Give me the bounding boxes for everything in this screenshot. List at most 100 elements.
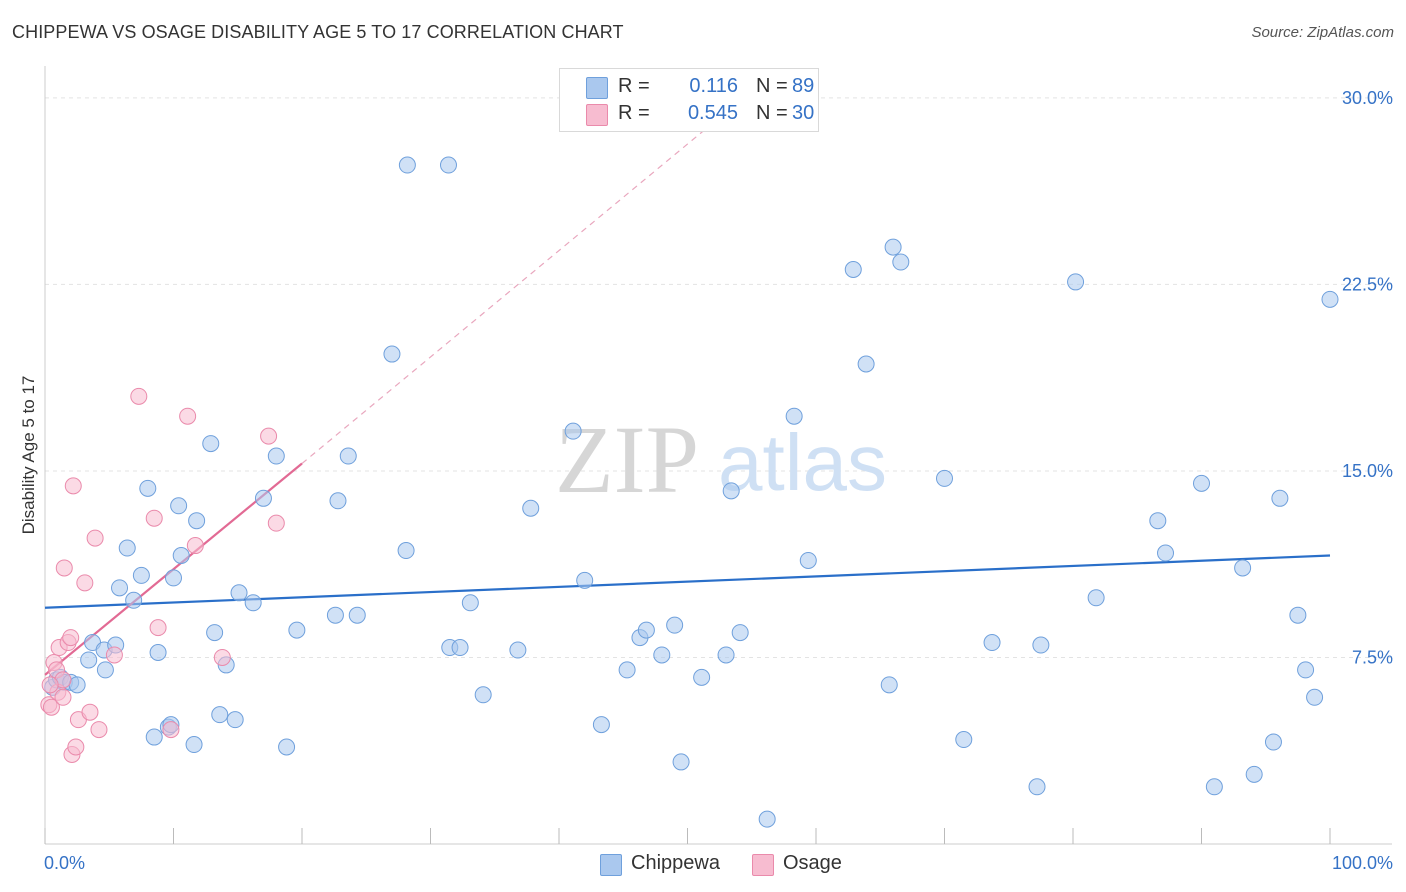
chippewa-point	[80, 651, 98, 669]
osage-point	[179, 407, 197, 425]
osage-trend-extension	[301, 122, 714, 464]
chippewa-point	[564, 422, 582, 440]
chippewa-point	[149, 644, 167, 661]
osage-point	[76, 574, 94, 592]
chippewa-point	[576, 571, 594, 589]
n-value: 89	[792, 75, 815, 97]
source-credit: Source: ZipAtlas.com	[1251, 24, 1394, 41]
chippewa-point	[278, 738, 296, 756]
chippewa-point	[1234, 559, 1252, 577]
chippewa-point	[592, 716, 610, 734]
chippewa-point	[132, 566, 150, 584]
chippewa-point	[1321, 290, 1339, 308]
y-tick-label: 15.0%	[1342, 461, 1393, 481]
chippewa-point	[254, 489, 272, 507]
chippewa-point	[880, 676, 898, 694]
osage-point	[42, 698, 60, 716]
chippewa-point	[1289, 606, 1307, 624]
r-label: R =	[618, 75, 650, 97]
chippewa-point	[1157, 544, 1175, 562]
osage-point	[130, 387, 148, 405]
chippewa-point	[1271, 489, 1289, 507]
chippewa-swatch	[600, 854, 622, 876]
chippewa-point	[172, 547, 190, 565]
chippewa-point	[439, 156, 457, 174]
osage-point	[213, 648, 231, 666]
chippewa-point	[125, 591, 143, 609]
chippewa-point	[348, 606, 366, 624]
osage-point	[64, 477, 82, 495]
chippewa-point	[722, 482, 740, 500]
chippewa-point	[326, 606, 344, 624]
chippewa-point	[339, 447, 357, 465]
chippewa-point	[857, 355, 875, 373]
chippewa-point	[799, 551, 817, 569]
chippewa-point	[165, 569, 182, 587]
chippewa-point	[936, 469, 953, 487]
chippewa-point	[522, 499, 540, 517]
chippewa-point	[96, 661, 114, 679]
chippewa-point	[202, 435, 220, 453]
data-points	[40, 156, 1339, 828]
osage-point	[41, 676, 59, 694]
chippewa-point	[1032, 636, 1050, 654]
chippewa-point	[1028, 778, 1046, 796]
chippewa-point	[731, 624, 749, 642]
chippewa-point	[758, 810, 776, 828]
chippewa-point	[111, 579, 129, 597]
chippewa-point	[329, 492, 347, 510]
chippewa-point	[188, 512, 206, 530]
osage-point	[149, 619, 167, 637]
chippewa-swatch	[586, 77, 608, 99]
osage-point	[62, 629, 80, 647]
chippewa-point	[267, 447, 285, 465]
n-label: N =	[756, 75, 788, 97]
n-label: N =	[756, 102, 788, 124]
chippewa-point	[717, 646, 735, 664]
r-value: 0.545	[687, 102, 738, 124]
osage-point	[162, 721, 180, 739]
chippewa-point	[1264, 733, 1282, 751]
chippewa-point	[693, 668, 711, 686]
series-legend: Chippewa Osage	[0, 852, 1406, 878]
gridlines	[45, 97, 1392, 658]
chippewa-point	[1297, 661, 1315, 679]
watermark-zip: ZIP	[555, 406, 699, 513]
r-label: R =	[618, 102, 650, 124]
chippewa-point	[383, 345, 401, 363]
legend-label-chippewa: Chippewa	[631, 852, 720, 874]
chippewa-point	[230, 584, 248, 602]
chippewa-point	[884, 238, 902, 256]
legend-label-osage: Osage	[783, 852, 842, 874]
osage-point	[90, 721, 108, 739]
chippewa-point	[983, 634, 1001, 652]
chippewa-point	[618, 661, 636, 679]
y-tick-label: 22.5%	[1342, 274, 1393, 294]
osage-swatch	[752, 854, 774, 876]
chippewa-point	[397, 542, 415, 560]
chippewa-point	[1306, 688, 1324, 706]
chippewa-point	[474, 686, 492, 704]
y-tick-label: 30.0%	[1342, 88, 1393, 108]
chippewa-point	[892, 253, 910, 271]
osage-point	[81, 703, 99, 721]
osage-point	[105, 646, 123, 664]
x-tick-label: 100.0%	[1332, 853, 1393, 873]
osage-point	[55, 559, 73, 577]
chippewa-point	[509, 641, 527, 659]
chippewa-point	[288, 621, 306, 639]
chippewa-point	[955, 731, 973, 749]
chippewa-point	[68, 676, 86, 694]
osage-point	[267, 514, 285, 532]
n-value: 30	[792, 102, 815, 124]
chippewa-point	[844, 261, 862, 278]
chippewa-point	[211, 706, 229, 724]
osage-point	[145, 509, 163, 527]
chippewa-point	[461, 594, 479, 612]
chippewa-point	[785, 407, 803, 425]
osage-point	[54, 688, 72, 706]
watermark-atlas: atlas	[718, 418, 887, 507]
chippewa-point	[118, 539, 136, 557]
y-axis-title: Disability Age 5 to 17	[19, 376, 38, 535]
